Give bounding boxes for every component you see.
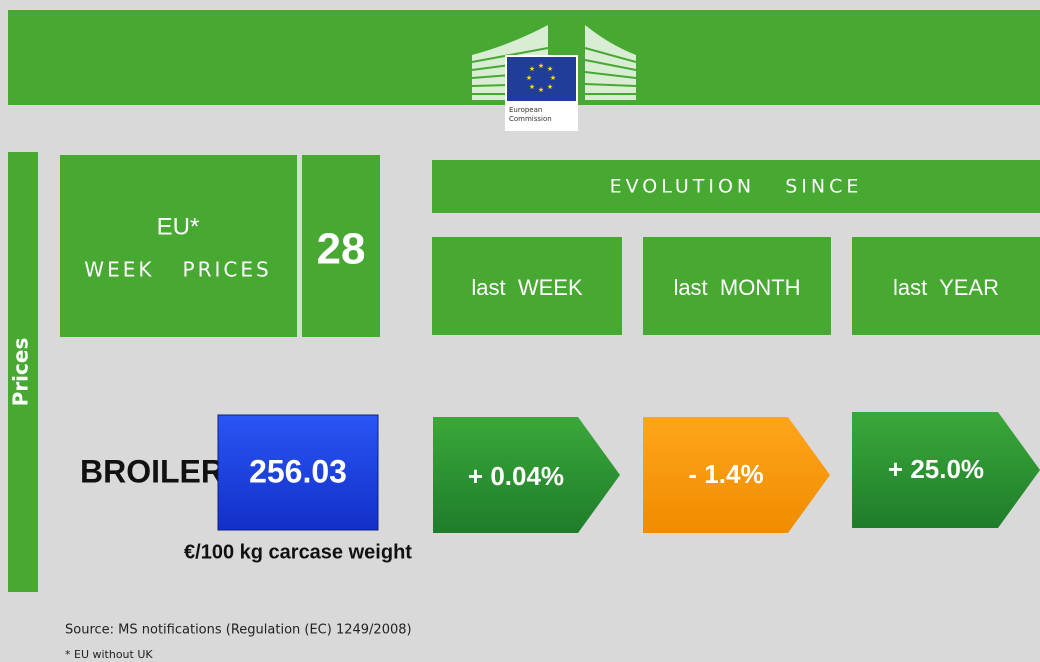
column-label: last YEAR [893,275,999,300]
week-number: 28 [317,225,366,274]
column-header [432,237,622,335]
evolution-header [432,160,1040,213]
change-value: + 0.04% [468,461,564,491]
svg-text:★: ★ [538,62,544,70]
column-header [852,237,1040,335]
side-bar [8,152,38,592]
column-label: last MONTH [673,275,800,300]
evolution-title: EVOLUTION SINCE [610,176,863,198]
week-prices-label: WEEK PRICES [84,258,271,282]
price-box [217,414,379,531]
source-note: Source: MS notifications (Regulation (EC… [65,623,412,638]
svg-text:★: ★ [529,83,535,91]
svg-text:★: ★ [547,65,553,73]
week-box [60,155,297,337]
product-name: BROILER [80,453,224,489]
column-label: last WEEK [471,275,583,300]
svg-text:★: ★ [550,74,556,82]
price: 256.03 [249,453,347,489]
change-value: - 1.4% [688,459,763,489]
side-label: Prices [9,338,33,407]
footnote: * EU without UK [65,648,153,661]
svg-text:★: ★ [526,74,532,82]
week-number-box [302,155,380,337]
change-arrow [643,417,830,533]
change-value: + 25.0% [888,454,984,484]
column-header [643,237,831,335]
svg-text:★: ★ [547,83,553,91]
change-arrow [852,412,1040,528]
logo: ★ ★★★★★★★ European Commission [471,25,637,131]
eu-label: EU* [157,213,200,240]
logo-text: European [509,106,542,114]
svg-text:★: ★ [538,86,544,94]
logo-text: Commission [509,115,552,123]
price-unit: €/100 kg carcase weight [184,541,412,563]
svg-text:★: ★ [529,65,535,73]
change-arrow [433,417,620,533]
